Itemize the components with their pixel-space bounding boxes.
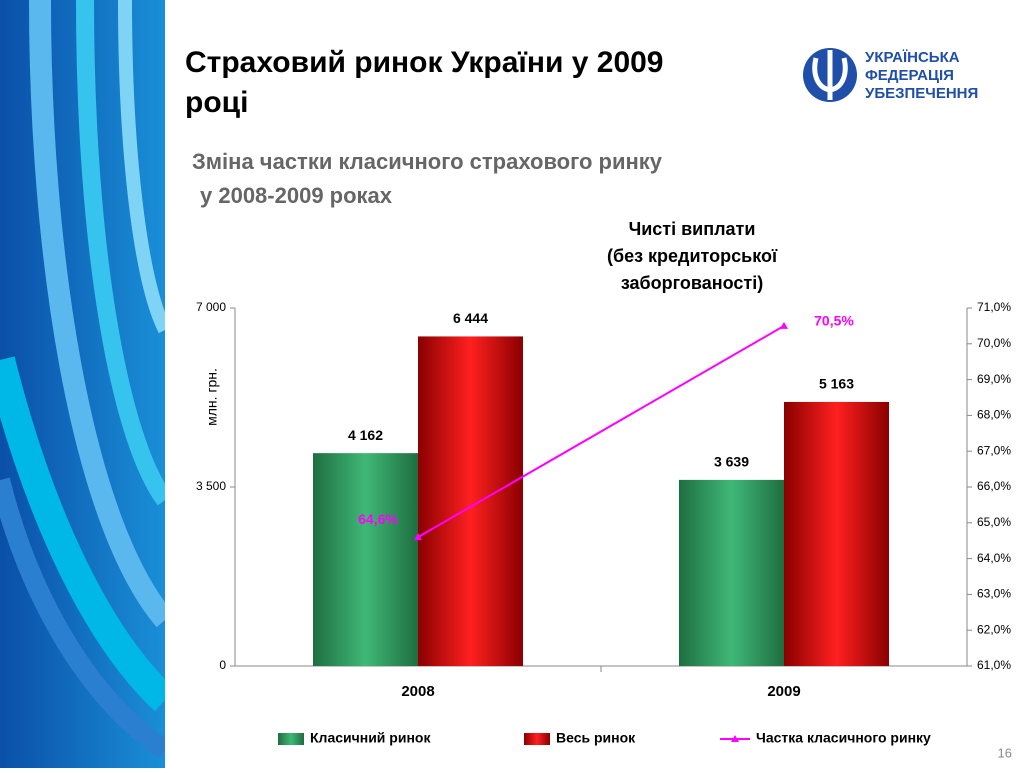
y-axis-label: млн. грн. (204, 368, 220, 426)
y2-tick-label: 65,0% (977, 515, 1011, 529)
logo (803, 48, 857, 102)
y2-tick-label: 64,0% (977, 551, 1011, 565)
chart-title: заборгованості) (621, 273, 763, 293)
data-label: 3 639 (714, 454, 749, 470)
y2-tick-label: 71,0% (977, 300, 1011, 314)
legend-marker (731, 735, 739, 742)
page-number: 16 (998, 745, 1012, 760)
legend-label: Весь ринок (556, 730, 636, 746)
title: році (185, 86, 248, 119)
bar (418, 336, 523, 666)
y2-tick-label: 70,0% (977, 336, 1011, 350)
bar (679, 479, 784, 666)
marker (414, 533, 422, 541)
data-label: 4 162 (348, 427, 383, 443)
y-tick-label: 0 (219, 658, 226, 672)
y-tick-label: 7 000 (196, 300, 226, 314)
y2-tick-label: 66,0% (977, 479, 1011, 493)
chart-title: Чисті виплати (629, 219, 756, 239)
x-tick-label: 2009 (767, 683, 800, 700)
y2-tick-label: 69,0% (977, 372, 1011, 386)
marker (780, 321, 788, 329)
y2-tick-label: 67,0% (977, 443, 1011, 457)
data-label: 70,5% (814, 313, 854, 329)
y-tick-label: 3 500 (196, 479, 226, 493)
legend-swatch (278, 733, 304, 745)
data-label: 6 444 (453, 310, 488, 326)
bar (313, 453, 418, 666)
y2-tick-label: 68,0% (977, 408, 1011, 422)
title: Страховий ринок України у 2009 (185, 46, 664, 79)
legend-label: Частка класичного ринку (756, 730, 931, 746)
data-label: 5 163 (819, 376, 854, 392)
logo-text: УКРАЇНСЬКА (865, 49, 960, 66)
subtitle: у 2008-2009 роках (200, 183, 393, 208)
bar (784, 401, 889, 666)
legend-swatch (524, 733, 550, 745)
logo-text: УБЕЗПЕЧЕННЯ (865, 85, 978, 102)
legend-label: Класичний ринок (310, 730, 431, 746)
y2-tick-label: 62,0% (977, 622, 1011, 636)
x-tick-label: 2008 (401, 683, 434, 700)
decoration (0, 0, 185, 768)
y2-tick-label: 61,0% (977, 658, 1011, 672)
line (417, 325, 785, 538)
subtitle: Зміна частки класичного страхового ринку (192, 149, 663, 174)
logo-text: ФЕДЕРАЦІЯ (865, 67, 954, 84)
chart-title: (без кредиторської (607, 246, 778, 266)
y2-tick-label: 63,0% (977, 587, 1011, 601)
data-label: 64,6% (358, 511, 398, 527)
